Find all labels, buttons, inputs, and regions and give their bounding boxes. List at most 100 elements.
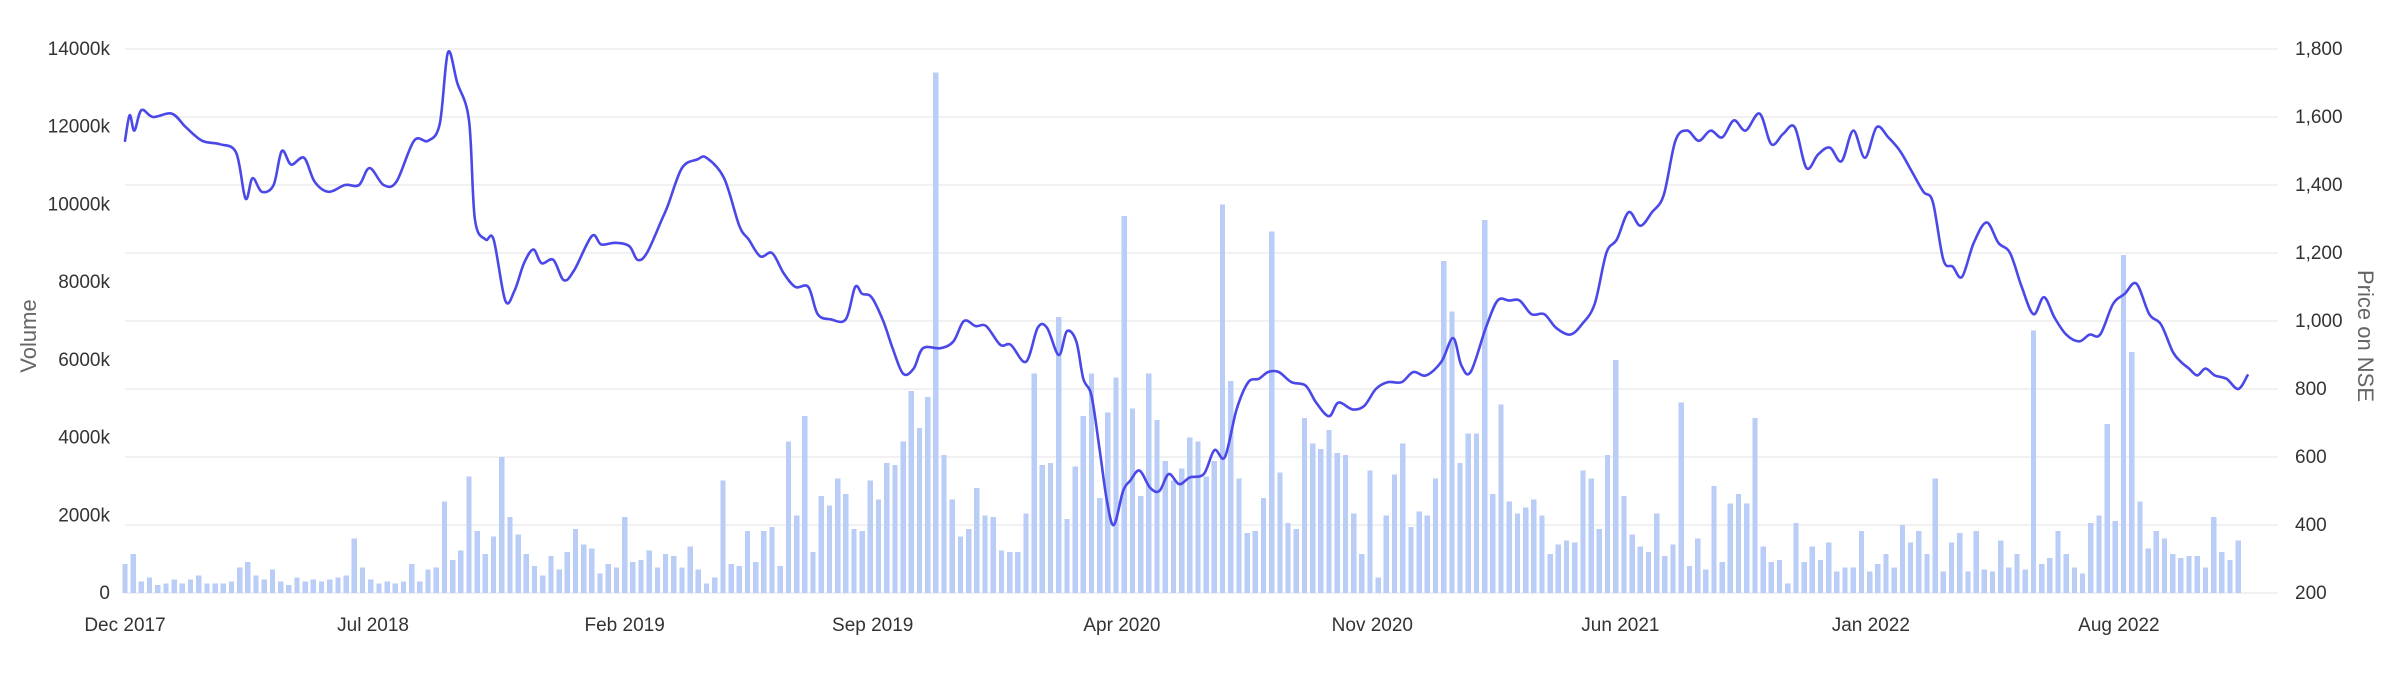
volume-bar xyxy=(2153,530,2159,593)
volume-bar xyxy=(2006,567,2012,593)
volume-bar xyxy=(1621,495,1627,593)
volume-bar xyxy=(2079,573,2086,593)
volume-bar xyxy=(1899,525,1906,593)
volume-bar xyxy=(1875,563,1881,593)
volume-bars xyxy=(122,72,2241,593)
volume-bar xyxy=(1449,311,1455,593)
volume-bar xyxy=(474,530,480,593)
volume-bar xyxy=(392,583,398,593)
volume-bar xyxy=(318,581,325,593)
volume-bar xyxy=(2227,559,2233,593)
volume-bar xyxy=(1203,476,1209,593)
volume-bar xyxy=(581,544,587,593)
volume-bar xyxy=(1998,540,2004,593)
volume-bar xyxy=(1572,542,1578,593)
volume-bar xyxy=(286,585,292,593)
volume-bar xyxy=(1531,499,1537,593)
volume-bar xyxy=(859,530,865,593)
volume-bar xyxy=(1391,474,1398,593)
volume-bar xyxy=(245,561,251,593)
volume-bar xyxy=(1793,523,1799,593)
volume-bar xyxy=(1178,468,1185,593)
volume-bar xyxy=(900,441,906,593)
volume-bar xyxy=(974,488,980,593)
volume-bar xyxy=(1654,513,1660,593)
volume-bar xyxy=(1817,559,1824,593)
left-tick-label: 0 xyxy=(99,583,110,604)
x-tick-label: Dec 2017 xyxy=(84,615,165,636)
volume-bar xyxy=(1678,402,1684,593)
volume-bar xyxy=(1023,513,1029,593)
volume-bar xyxy=(1236,478,1242,593)
volume-bar xyxy=(1211,460,1218,593)
volume-bar xyxy=(1711,486,1717,593)
volume-bar xyxy=(1482,219,1488,593)
right-tick-label: 200 xyxy=(2295,583,2327,604)
volume-bar xyxy=(1785,583,1791,593)
volume-bar xyxy=(1613,359,1619,593)
volume-bar xyxy=(1359,554,1365,593)
volume-bar xyxy=(1973,530,1979,593)
volume-bar xyxy=(1441,260,1447,593)
volume-bar xyxy=(294,577,300,593)
volume-bar xyxy=(949,499,955,593)
volume-bar xyxy=(1301,418,1308,593)
right-tick-label: 1,000 xyxy=(2295,311,2343,332)
x-tick-label: Sep 2019 xyxy=(832,615,913,636)
volume-bar xyxy=(1826,542,1832,593)
volume-bar xyxy=(597,573,603,593)
volume-bar xyxy=(1342,455,1349,593)
volume-bar xyxy=(654,567,661,593)
volume-bar xyxy=(384,581,390,593)
volume-bar xyxy=(1719,561,1725,593)
volume-bar xyxy=(1162,460,1168,593)
volume-bar xyxy=(1694,538,1701,593)
volume-bar xyxy=(662,554,669,593)
volume-bar xyxy=(1703,569,1709,593)
right-tick-label: 800 xyxy=(2295,379,2327,400)
volume-bar xyxy=(212,583,218,593)
volume-bar xyxy=(1940,571,1946,593)
left-tick-label: 4000k xyxy=(58,428,110,449)
volume-bar xyxy=(982,515,988,593)
volume-bar xyxy=(531,565,538,593)
volume-bar xyxy=(630,561,636,593)
volume-bar xyxy=(1260,497,1267,593)
volume-bar xyxy=(621,517,628,593)
volume-bar xyxy=(1228,381,1234,593)
volume-bar xyxy=(351,538,357,593)
left-tick-label: 8000k xyxy=(58,272,110,293)
volume-bar xyxy=(196,575,202,593)
volume-bar xyxy=(1146,373,1152,593)
volume-bar xyxy=(933,72,939,593)
volume-bar xyxy=(2120,254,2127,593)
volume-bar xyxy=(2194,556,2200,593)
left-axis-title: Volume xyxy=(16,299,41,372)
volume-bar xyxy=(548,556,554,593)
volume-bar xyxy=(1965,571,1971,593)
volume-bar xyxy=(1350,513,1357,593)
volume-bar xyxy=(1097,497,1103,593)
volume-bar xyxy=(703,583,710,593)
volume-bar xyxy=(695,569,701,593)
x-tick-label: Aug 2022 xyxy=(2078,615,2159,636)
volume-bar xyxy=(2129,352,2135,593)
volume-bar xyxy=(572,528,579,593)
volume-bar xyxy=(1015,552,1021,593)
volume-bar xyxy=(728,563,734,593)
volume-bar xyxy=(179,583,185,593)
volume-bar xyxy=(1604,455,1611,593)
volume-bar xyxy=(1310,443,1316,593)
volume-bar xyxy=(1883,554,1889,593)
volume-bar xyxy=(761,530,767,593)
volume-bar xyxy=(2219,552,2225,593)
volume-bar xyxy=(482,554,489,593)
volume-bar xyxy=(1416,511,1422,593)
volume-bar xyxy=(892,464,898,593)
volume-bar xyxy=(523,554,529,593)
volume-bar xyxy=(736,565,742,593)
volume-bar xyxy=(1866,571,1873,593)
volume-bar xyxy=(564,552,570,593)
volume-bar xyxy=(613,567,620,593)
volume-bar xyxy=(1195,441,1201,593)
